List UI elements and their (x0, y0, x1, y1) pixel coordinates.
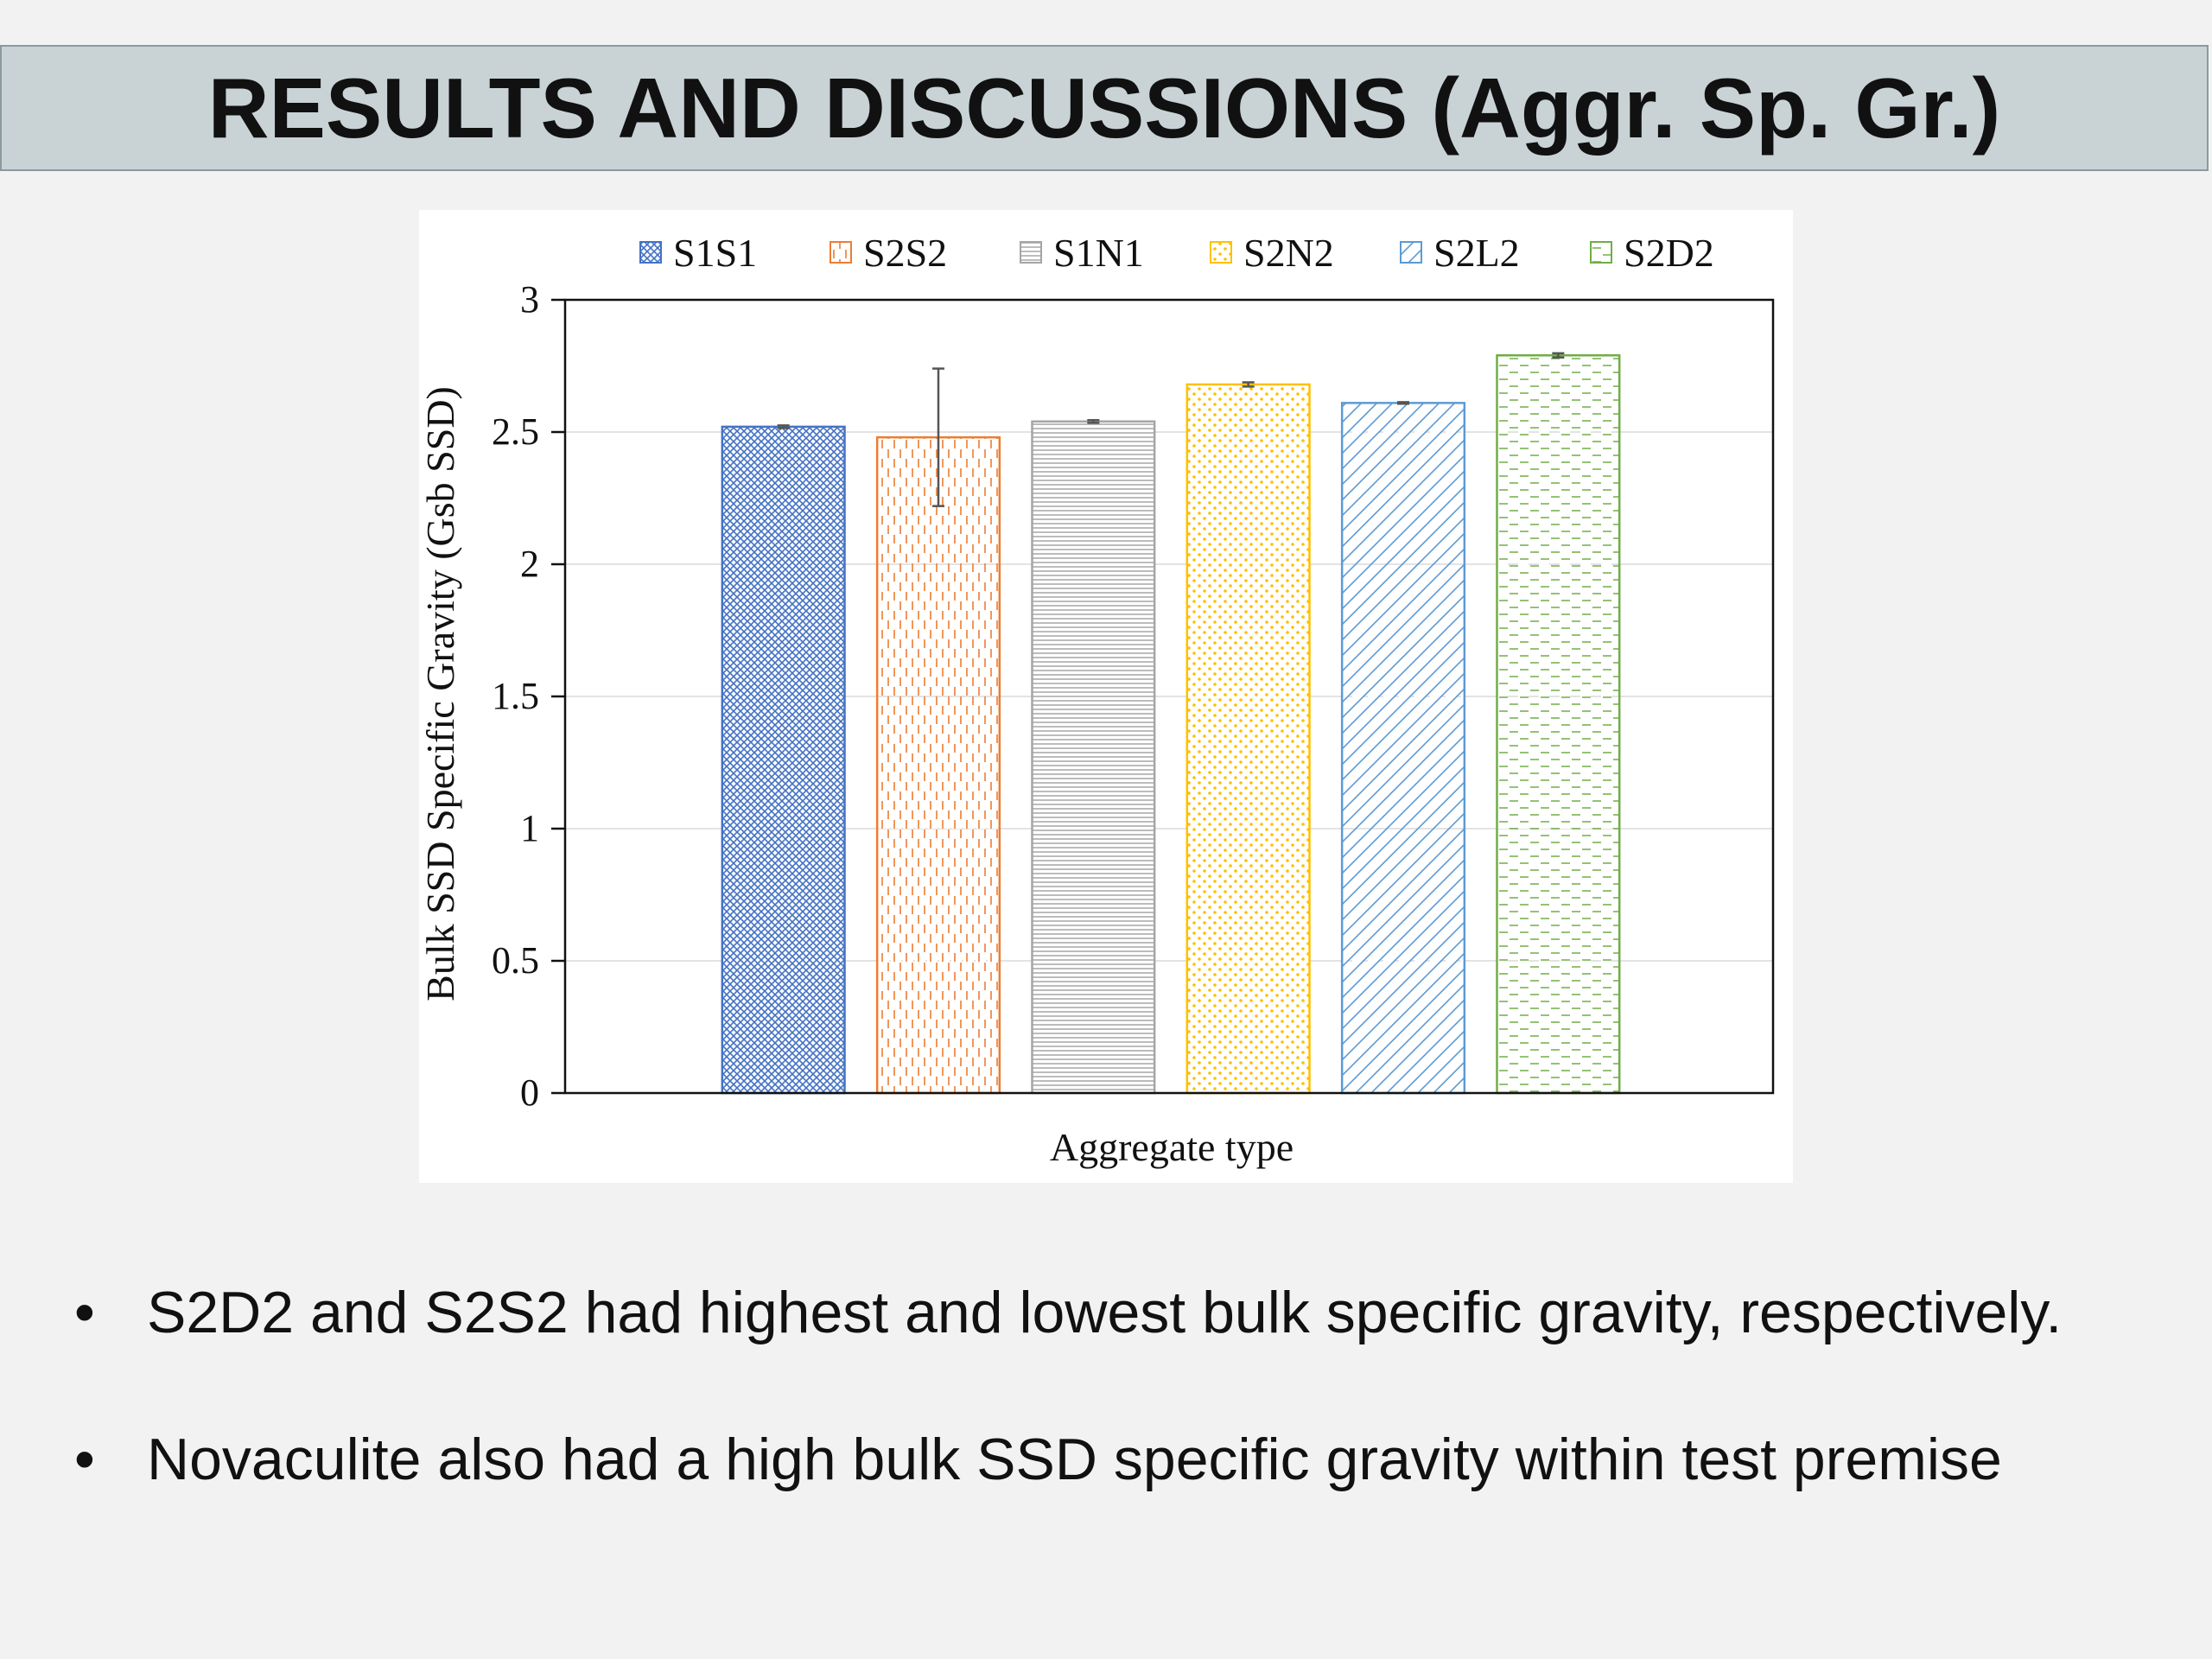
x-axis-label: Aggregate type (1050, 1125, 1294, 1169)
error-bar-s2n2 (1242, 381, 1255, 388)
axes: 0 0.5 1 1.5 2 2.5 3 (492, 278, 1775, 1114)
legend-item-s1s1: S1S1 (639, 231, 757, 275)
legend-swatch (1400, 241, 1422, 264)
legend-swatch (1210, 241, 1232, 264)
bar-chart: 0 0.5 1 1.5 2 2.5 3 S1S1 S2S2 S1N1 S2N2 S2L2 S2D2 B… (419, 231, 1775, 1169)
legend-label: S1N1 (1053, 231, 1144, 275)
legend-swatch (1590, 241, 1612, 264)
chart-panel: 0 0.5 1 1.5 2 2.5 3 S1S1 S2S2 S1N1 S2N2 S2L2 S2D2 B… (419, 210, 1793, 1183)
legend-swatch (830, 241, 852, 264)
error-bar-s1n1 (1087, 418, 1100, 424)
bullet-text: S2D2 and S2S2 had highest and lowest bul… (147, 1280, 2063, 1345)
legend-item-s2l2: S2L2 (1400, 231, 1520, 275)
slide-title-bar: RESULTS AND DISCUSSIONS (Aggr. Sp. Gr.) (0, 45, 2209, 171)
bullet-glyph: • (74, 1427, 95, 1492)
legend-item-s2s2: S2S2 (830, 231, 947, 275)
legend-swatch (1020, 241, 1042, 264)
bar-s2d2 (1496, 354, 1621, 1095)
bar-s1n1 (1031, 420, 1156, 1095)
legend-label: S2L2 (1433, 231, 1520, 275)
legend-item-s2d2: S2D2 (1590, 231, 1714, 275)
bullet-text: Novaculite also had a high bulk SSD spec… (147, 1427, 2002, 1492)
bar-s2s2 (875, 435, 1001, 1095)
legend-label: S2D2 (1624, 231, 1714, 275)
bullet-item: • Novaculite also had a high bulk SSD sp… (0, 1426, 2212, 1512)
error-bar-s2s2 (932, 367, 944, 507)
bars (721, 352, 1621, 1095)
y-tick-label: 2.5 (492, 410, 539, 453)
y-tick-label: 1 (520, 807, 539, 849)
legend-swatch (639, 241, 662, 264)
y-axis-label: Bulk SSD Specific Gravity (Gsb SSD) (419, 386, 462, 1001)
y-tick-label: 2 (520, 543, 539, 585)
legend: S1S1 S2S2 S1N1 S2N2 S2L2 S2D2 (639, 231, 1714, 275)
bar-s1s1 (721, 425, 846, 1095)
y-tick-label: 3 (520, 278, 539, 321)
bar-s2l2 (1340, 402, 1466, 1095)
legend-item-s1n1: S1N1 (1020, 231, 1144, 275)
y-tick-label: 0 (520, 1071, 539, 1114)
legend-label: S2S2 (863, 231, 947, 275)
bar-s2n2 (1185, 383, 1311, 1095)
error-bar-s2d2 (1552, 352, 1565, 359)
legend-label: S1S1 (673, 231, 757, 275)
legend-label: S2N2 (1243, 231, 1334, 275)
y-tick-label: 0.5 (492, 939, 539, 982)
bullet-glyph: • (74, 1280, 95, 1345)
legend-item-s2n2: S2N2 (1210, 231, 1334, 275)
slide-title: RESULTS AND DISCUSSIONS (Aggr. Sp. Gr.) (207, 60, 2001, 156)
bullet-item: • S2D2 and S2S2 had highest and lowest b… (0, 1279, 2212, 1365)
error-bar-s2l2 (1397, 401, 1409, 405)
y-tick-label: 1.5 (492, 675, 539, 717)
error-bar-s1s1 (777, 424, 790, 429)
